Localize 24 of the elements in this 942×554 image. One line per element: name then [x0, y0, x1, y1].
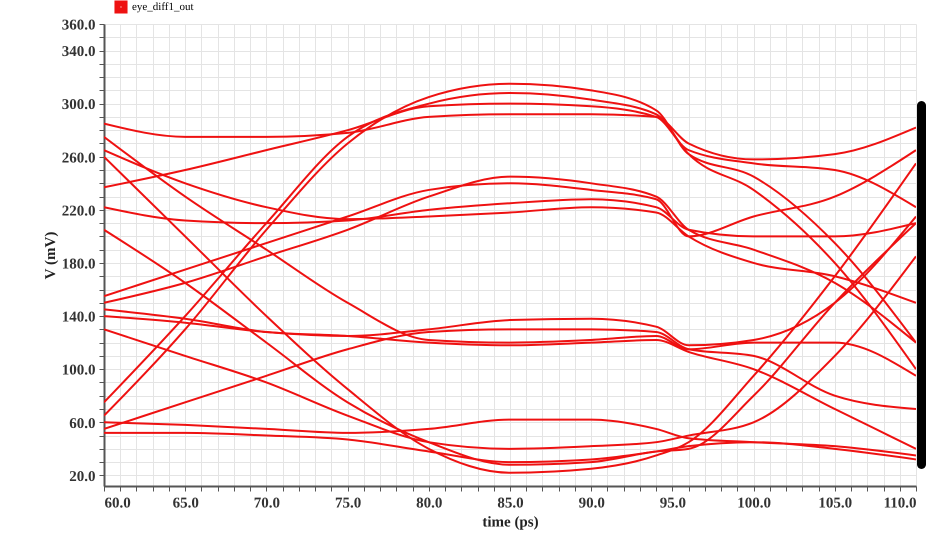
y-tick-label: 140.0 [62, 310, 96, 326]
x-tick-label: 90.0 [578, 496, 605, 512]
x-tick-label: 65.0 [172, 496, 199, 512]
y-tick-label: 100.0 [62, 362, 96, 379]
x-tick-label: 60.0 [104, 496, 131, 512]
x-tick-label: 95.0 [660, 496, 686, 512]
y-tick-label: 180.0 [62, 256, 96, 272]
y-tick-label: 20.0 [69, 468, 96, 485]
legend-label: eye_diff1_out [132, 1, 194, 13]
y-tick-label: 60.0 [69, 416, 96, 432]
x-tick-label: 105.0 [818, 496, 852, 512]
y-tick-label: 220.0 [62, 203, 96, 220]
x-tick-label: 100.0 [737, 496, 771, 512]
x-tick-label: 75.0 [334, 496, 362, 512]
y-tick-label: 360.0 [62, 18, 96, 34]
x-tick-label: 85.0 [497, 496, 524, 512]
y-tick-label: 340.0 [62, 44, 96, 60]
x-tick-label: 70.0 [254, 496, 280, 512]
y-tick-label: 260.0 [62, 150, 96, 166]
x-tick-label: 110.0 [884, 496, 916, 512]
y-tick-label: 300.0 [62, 97, 96, 114]
y-axis-title: V (mV) [42, 232, 59, 280]
x-axis-title: time (ps) [482, 514, 539, 530]
x-tick-label: 80.0 [416, 496, 442, 512]
